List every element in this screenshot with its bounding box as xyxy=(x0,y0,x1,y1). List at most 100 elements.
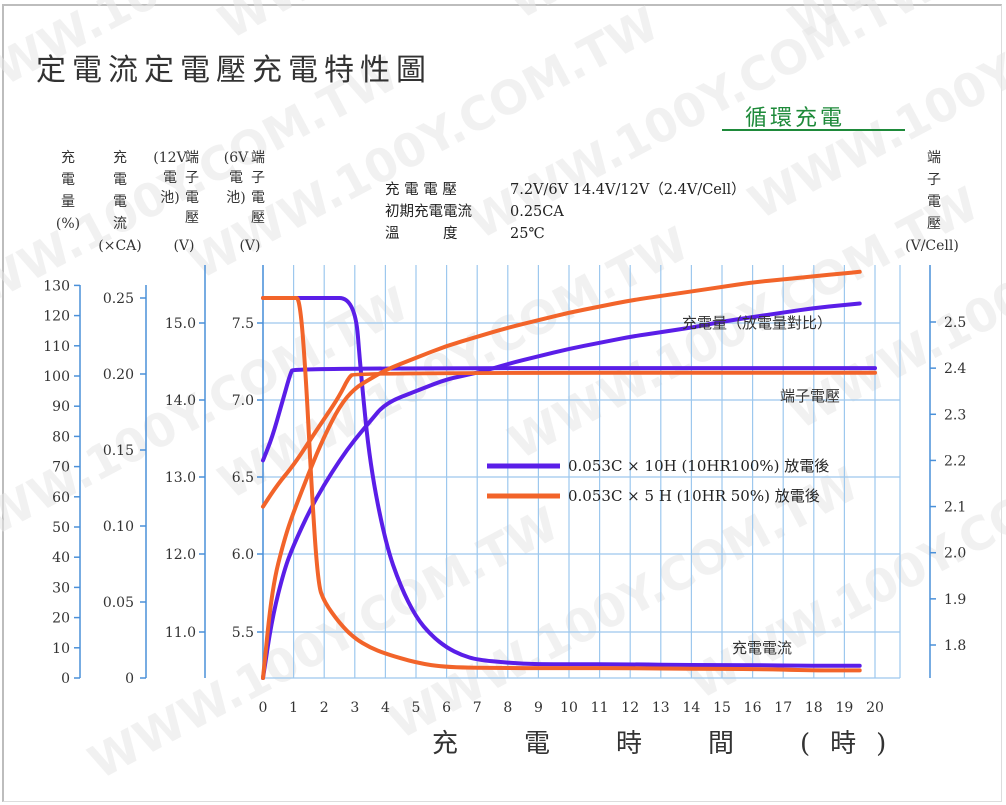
x-tick-label: 19 xyxy=(835,700,853,716)
cell-axis-header: 端 xyxy=(927,150,941,166)
series xyxy=(261,269,877,680)
capacity-axis-header: 充 xyxy=(61,150,75,166)
volt12-axis-header: 電 xyxy=(185,190,199,206)
condition-value: 25℃ xyxy=(510,226,545,242)
x-tick-label: 11 xyxy=(591,700,609,716)
x-tick-label: 8 xyxy=(503,700,512,716)
current-tick-label: 0.15 xyxy=(103,443,134,459)
capacity-tick-label: 40 xyxy=(52,550,70,566)
condition-label: 溫 度 xyxy=(385,225,458,242)
current-tick-label: 0.20 xyxy=(103,367,134,383)
capacity-axis-header: 電 xyxy=(61,172,75,188)
current-axis-header: 充 xyxy=(113,150,127,166)
series-line-charge-capacity-pct xyxy=(261,269,862,680)
legend-text: 0.053C × 10H (10HR100%) 放電後 xyxy=(568,457,829,475)
current-tick-label: 0.05 xyxy=(103,595,134,611)
chart-title: 定電流定電壓充電特性圖 xyxy=(36,53,432,88)
current-axis-header: 電 xyxy=(113,194,127,210)
x-tick-label: 5 xyxy=(412,700,421,716)
volt12-axis-header: 池) xyxy=(160,190,179,206)
capacity-tick-label: 100 xyxy=(43,369,70,385)
cell-axis-header: 電 xyxy=(927,194,941,210)
x-tick-label: 6 xyxy=(442,700,451,716)
volt12-axis-header: 端 xyxy=(185,150,199,166)
volt6-tick-label: 7.0 xyxy=(232,393,254,409)
condition-value: 7.2V/6V 14.4V/12V（2.4V/Cell） xyxy=(510,181,746,198)
x-tick-label: 17 xyxy=(774,700,792,716)
capacity-tick-label: 90 xyxy=(52,399,70,415)
capacity-tick-label: 0 xyxy=(61,671,70,687)
cell-axis-header: 子 xyxy=(927,172,941,188)
volt6-axis-unit: (V) xyxy=(239,238,260,254)
cell-axis-header: 壓 xyxy=(927,216,941,232)
volt6-axis-header: 電 xyxy=(251,190,265,206)
capacity-tick-label: 120 xyxy=(43,309,70,325)
cell-tick-label: 2.2 xyxy=(944,453,966,469)
legend: 0.053C × 10H (10HR100%) 放電後 0.053C × 5 H … xyxy=(487,457,829,505)
volt12-tick-label: 13.0 xyxy=(165,470,196,486)
volt6-tick-label: 6.0 xyxy=(232,547,254,563)
voltage-curve-label: 端子電壓 xyxy=(780,387,840,405)
grid xyxy=(262,265,901,679)
volt12-tick-label: 15.0 xyxy=(165,316,196,332)
current-axis-header: 電 xyxy=(113,172,127,188)
series-line-terminal-voltage-v-per-cell xyxy=(261,366,877,463)
capacity-tick-label: 50 xyxy=(52,520,70,536)
volt12-axis-header: (12V xyxy=(153,150,187,166)
volt12-tick-label: 11.0 xyxy=(165,625,196,641)
x-tick-label: 4 xyxy=(381,700,390,716)
cell-tick-label: 2.3 xyxy=(944,407,966,423)
axes: 1301201101009080706050403020100充電量(%)0.2… xyxy=(43,150,966,716)
current-tick-label: 0 xyxy=(125,671,134,687)
condition-label: 充 電 電 壓 xyxy=(385,181,457,198)
volt6-tick-label: 6.5 xyxy=(232,470,254,486)
capacity-tick-label: 20 xyxy=(52,611,70,627)
capacity-axis-header: 量 xyxy=(61,194,75,210)
series-line-charge-current-ca xyxy=(261,295,862,673)
cell-tick-label: 2.4 xyxy=(944,361,966,377)
condition-label: 初期充電電流 xyxy=(385,203,472,220)
volt12-axis-header: 子 xyxy=(185,170,199,186)
legend-text: 0.053C × 5 H (10HR 50%) 放電後 xyxy=(568,487,820,505)
volt6-axis-header: (6V xyxy=(224,150,249,166)
volt12-tick-label: 14.0 xyxy=(165,393,196,409)
volt6-axis-header: 端 xyxy=(251,150,265,166)
volt6-axis-header: 電 xyxy=(229,170,243,186)
frame-border xyxy=(2,4,1002,802)
x-tick-label: 0 xyxy=(259,700,268,716)
current-tick-label: 0.25 xyxy=(103,291,134,307)
cell-tick-label: 2.1 xyxy=(944,500,966,516)
current-tick-label: 0.10 xyxy=(103,519,134,535)
capacity-tick-label: 80 xyxy=(52,429,70,445)
capacity-tick-label: 130 xyxy=(43,278,70,294)
x-tick-label: 2 xyxy=(320,700,329,716)
capacity-curve-label: 充電量（放電量對比） xyxy=(682,314,832,332)
cell-tick-label: 2.0 xyxy=(944,546,966,562)
volt6-axis-header: 池) xyxy=(226,190,245,206)
chart-subtitle: 循環充電 xyxy=(745,106,845,131)
x-tick-label: 15 xyxy=(713,700,731,716)
current-axis-header: 流 xyxy=(113,216,127,232)
conditions: 充 電 電 壓 7.2V/6V 14.4V/12V（2.4V/Cell） 初期充電電… xyxy=(385,181,746,242)
x-tick-label: 10 xyxy=(560,700,578,716)
capacity-tick-label: 60 xyxy=(52,490,70,506)
volt6-axis-header: 壓 xyxy=(251,210,265,226)
x-tick-label: 1 xyxy=(289,700,298,716)
x-tick-label: 14 xyxy=(682,700,700,716)
x-axis-title: 充 電 時 間 (時) xyxy=(432,729,906,759)
capacity-axis-header: (%) xyxy=(56,216,80,232)
series-line-charge-current-ca xyxy=(261,295,862,668)
cell-tick-label: 1.9 xyxy=(944,592,966,608)
volt6-axis-header: 子 xyxy=(251,170,265,186)
series-line-terminal-voltage-v-per-cell xyxy=(261,370,877,509)
capacity-tick-label: 30 xyxy=(52,580,70,596)
x-tick-label: 16 xyxy=(744,700,762,716)
volt6-tick-label: 5.5 xyxy=(232,625,254,641)
volt12-axis-header: 壓 xyxy=(185,210,199,226)
capacity-tick-label: 70 xyxy=(52,460,70,476)
x-tick-label: 13 xyxy=(652,700,670,716)
x-tick-label: 18 xyxy=(805,700,823,716)
